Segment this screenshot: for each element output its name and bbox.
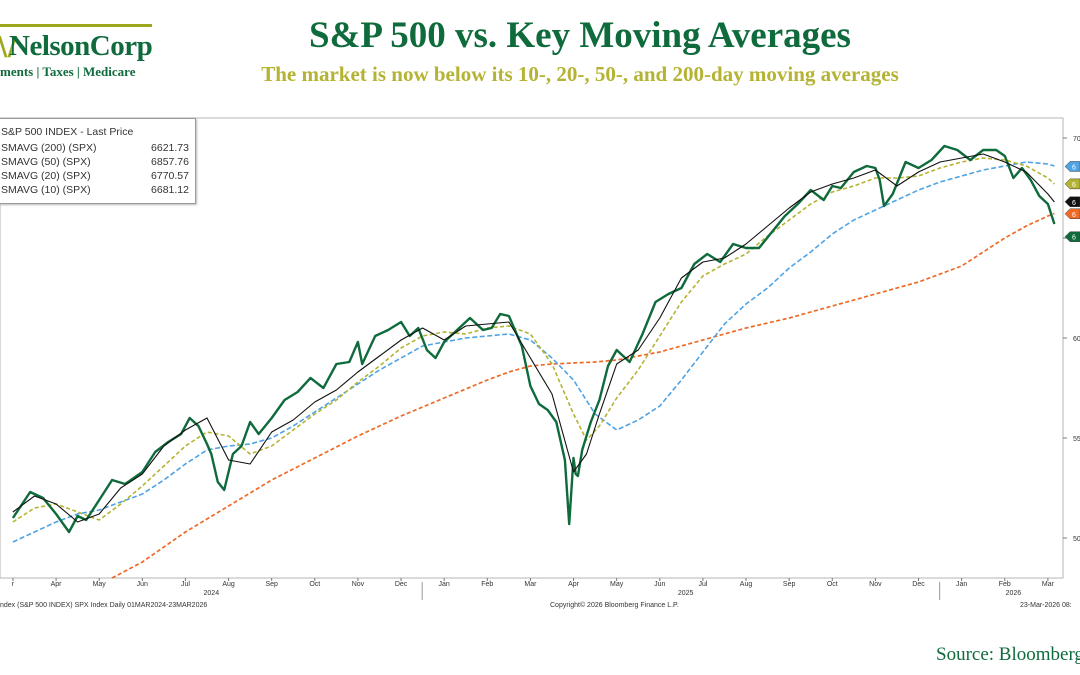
legend-label: SMAVG (20) (SPX) — [1, 170, 91, 182]
x-tick-label: Dec — [395, 581, 408, 588]
x-tick-label: Apr — [568, 581, 580, 588]
x-tick-label: Aug — [222, 581, 235, 588]
legend-label: SMAVG (50) (SPX) — [1, 156, 91, 168]
legend-value: 6621.73 — [151, 142, 189, 154]
y-tick-label: 50 — [1073, 536, 1080, 543]
plot-frame — [0, 117, 1064, 579]
end-tag-marker — [1064, 208, 1080, 220]
logo-check-icon: \/ — [0, 32, 17, 62]
year-label: 2024 — [204, 590, 220, 597]
end-tag-marker — [1064, 178, 1080, 190]
legend-row-sma10: SMAVG (10) (SPX) 6681.12 — [1, 184, 189, 198]
legend-header: S&P 500 INDEX - Last Price — [1, 126, 134, 138]
x-tick-label: Jan — [439, 581, 450, 588]
end-tag-price-line: 6 — [1064, 231, 1080, 242]
footer-left: ndex (S&P 500 INDEX) SPX Index Daily 01M… — [0, 602, 208, 609]
end-tag-marker — [1064, 231, 1080, 242]
legend-value: 6681.12 — [151, 184, 189, 196]
sma200-line — [111, 212, 1055, 579]
x-tick-label: May — [93, 581, 107, 588]
legend-row-sma20: SMAVG (20) (SPX) 6770.57 — [1, 170, 189, 184]
x-tick-label: r — [12, 581, 15, 588]
x-tick-label: Oct — [309, 581, 320, 588]
x-tick-label: Nov — [352, 581, 365, 588]
end-tag-marker — [1064, 161, 1080, 172]
legend-row-sma200: SMAVG (200) (SPX) 6621.73 — [1, 142, 189, 156]
sma20-line — [12, 157, 1055, 523]
end-tag-label: 6 — [1072, 164, 1076, 171]
end-tag-label: 6 — [1072, 182, 1076, 189]
legend-label: SMAVG (10) (SPX) — [1, 184, 91, 196]
end-tag-sma200-line: 6 — [1064, 208, 1080, 220]
end-tag-label: 6 — [1072, 200, 1076, 207]
footer-right: 23-Mar-2026 08: — [1020, 602, 1072, 609]
chart-subtitle: The market is now below its 10-, 20-, 50… — [261, 62, 899, 86]
x-tick-label: Oct — [827, 581, 838, 588]
legend-row-sma50: SMAVG (50) (SPX) 6857.76 — [1, 156, 189, 170]
logo-name: NelsonCorp — [9, 30, 153, 62]
x-tick-label: Jun — [137, 581, 148, 588]
y-tick-label: 55 — [1073, 436, 1080, 443]
x-tick-label: Sep — [783, 581, 796, 588]
end-tag-sma10-line: 6 — [1064, 196, 1080, 208]
x-tick-label: May — [610, 581, 624, 588]
legend-label: SMAVG (200) (SPX) — [1, 142, 97, 154]
chart-legend: S&P 500 INDEX - Last Price SMAVG (200) (… — [0, 118, 196, 204]
end-tag-sma20-line: 6 — [1064, 178, 1080, 190]
end-tag-marker — [1064, 196, 1080, 208]
legend-value: 6770.57 — [151, 170, 189, 182]
y-tick-label: 60 — [1073, 336, 1080, 343]
x-tick-label: Sep — [265, 581, 278, 588]
legend-value: 6857.76 — [151, 156, 189, 168]
logo-tagline: ments | Taxes | Medicare — [0, 64, 136, 79]
x-tick-label: Apr — [51, 581, 63, 588]
end-tag-label: 6 — [1072, 235, 1076, 242]
x-tick-label: Mar — [1042, 581, 1055, 588]
year-label: 2026 — [1006, 590, 1022, 597]
y-tick-label: 70 — [1073, 136, 1080, 143]
x-tick-label: Aug — [740, 581, 753, 588]
year-label: 2025 — [678, 590, 694, 597]
x-tick-label: Jul — [181, 581, 190, 588]
end-tag-sma50-line: 6 — [1064, 161, 1080, 172]
price-line — [11, 144, 1056, 534]
x-tick-label: Feb — [481, 581, 493, 588]
sma10-line — [12, 153, 1055, 523]
x-tick-label: Jan — [956, 581, 967, 588]
x-tick-label: Jul — [698, 581, 707, 588]
price-chart: 7065605550rAprMayJunJulAugSepOctNovDecJa… — [0, 117, 1080, 600]
end-tag-label: 6 — [1072, 212, 1076, 219]
x-tick-label: Nov — [869, 581, 882, 588]
logo-bar — [0, 24, 152, 27]
x-tick-label: Dec — [912, 581, 925, 588]
sma50-line — [12, 161, 1055, 543]
footer-center: Copyright© 2026 Bloomberg Finance L.P. — [550, 602, 679, 609]
x-tick-label: Jun — [654, 581, 665, 588]
x-tick-label: Mar — [524, 581, 537, 588]
source-note: Source: Bloomberg — [936, 644, 1080, 665]
chart-title: S&P 500 vs. Key Moving Averages — [309, 15, 851, 56]
nelsoncorp-logo: \/ NelsonCorp ments | Taxes | Medicare — [0, 24, 158, 84]
x-tick-label: Feb — [999, 581, 1011, 588]
